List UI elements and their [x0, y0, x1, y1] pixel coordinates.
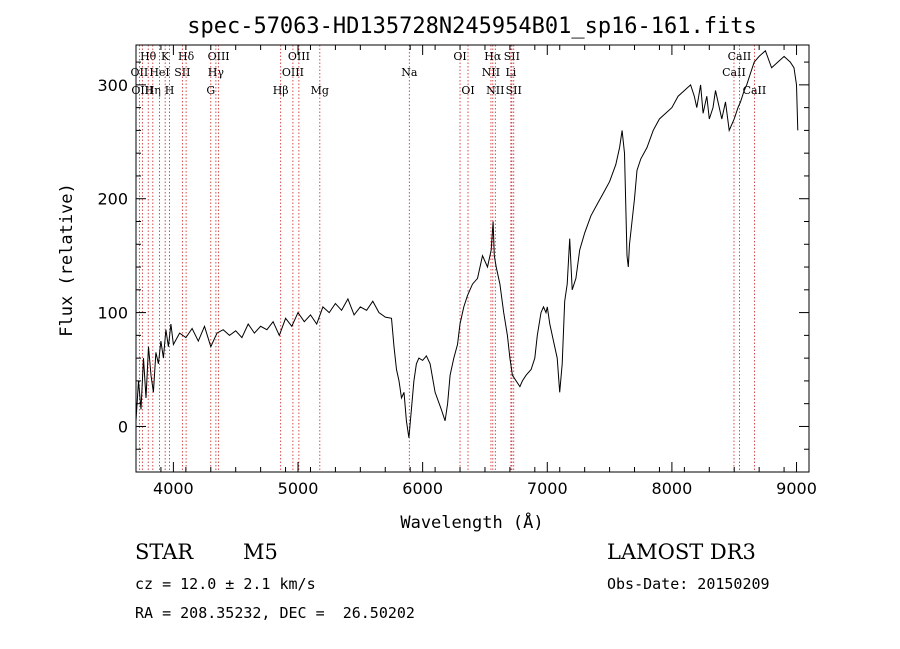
x-tick-label: 9000: [776, 479, 817, 498]
spectrum-line: [135, 49, 799, 438]
line-marker-label: CaII: [743, 84, 767, 97]
line-marker-label: Hη: [145, 84, 161, 97]
y-tick-label: 100: [97, 304, 128, 323]
line-marker-label: NII: [486, 84, 504, 97]
line-marker-label: Mg: [311, 84, 329, 97]
survey-name: LAMOST DR3: [607, 540, 756, 564]
y-tick-label: 0: [118, 417, 128, 436]
x-tick-label: 5000: [278, 479, 319, 498]
plot-frame: [135, 44, 810, 473]
line-marker-label: OIII: [282, 66, 304, 79]
line-marker-label: Hδ: [178, 50, 195, 63]
line-marker-label: SII: [174, 66, 190, 79]
line-marker-label: OIII: [288, 50, 310, 63]
redshift-text: cz = 12.0 ± 2.1 km/s: [135, 575, 316, 593]
y-tick-label: 200: [97, 190, 128, 209]
line-marker-label: OII: [131, 66, 149, 79]
x-axis-label: Wavelength (Å): [400, 511, 543, 533]
line-marker-label: K: [161, 50, 170, 63]
line-marker-label: Hθ: [140, 50, 157, 63]
line-markers: OIIOIIIHθHηHeIKHSIIHδGHγOIIIHβOIIIOIIIMg…: [131, 45, 767, 472]
line-marker-label: Hγ: [208, 66, 225, 79]
line-marker-label: H: [165, 84, 175, 97]
obs-date: Obs-Date: 20150209: [607, 575, 770, 593]
x-tick-label: 4000: [153, 479, 194, 498]
line-marker-label: HeI: [149, 66, 169, 79]
line-marker-label: OIII: [208, 50, 230, 63]
line-marker-label: Na: [401, 66, 418, 79]
line-marker-label: NII: [482, 66, 500, 79]
line-marker-label: CaII: [728, 50, 752, 63]
object-subclass: M5: [243, 540, 278, 564]
line-marker-label: Li: [505, 66, 516, 79]
chart-title: spec-57063-HD135728N245954B01_sp16-161.f…: [187, 14, 757, 39]
line-marker-label: OI: [461, 84, 474, 97]
line-marker-label: CaII: [722, 66, 746, 79]
line-marker-label: SII: [506, 84, 522, 97]
axis-ticks: 4000 5000 6000 7000 8000 9000 0 100 200 300: [97, 45, 817, 498]
object-type: STAR: [135, 540, 194, 564]
line-marker-label: Hβ: [273, 84, 289, 97]
line-marker-label: G: [206, 84, 215, 97]
y-tick-label: 300: [97, 76, 128, 95]
line-marker-label: Hα: [484, 50, 502, 63]
x-tick-label: 8000: [652, 479, 693, 498]
y-axis-label: Flux (relative): [57, 183, 77, 337]
line-marker-label: SII: [504, 50, 520, 63]
x-tick-label: 7000: [527, 479, 568, 498]
coordinates: RA = 208.35232, DEC = 26.50202: [135, 604, 415, 622]
x-tick-label: 6000: [402, 479, 443, 498]
line-marker-label: OI: [453, 50, 466, 63]
